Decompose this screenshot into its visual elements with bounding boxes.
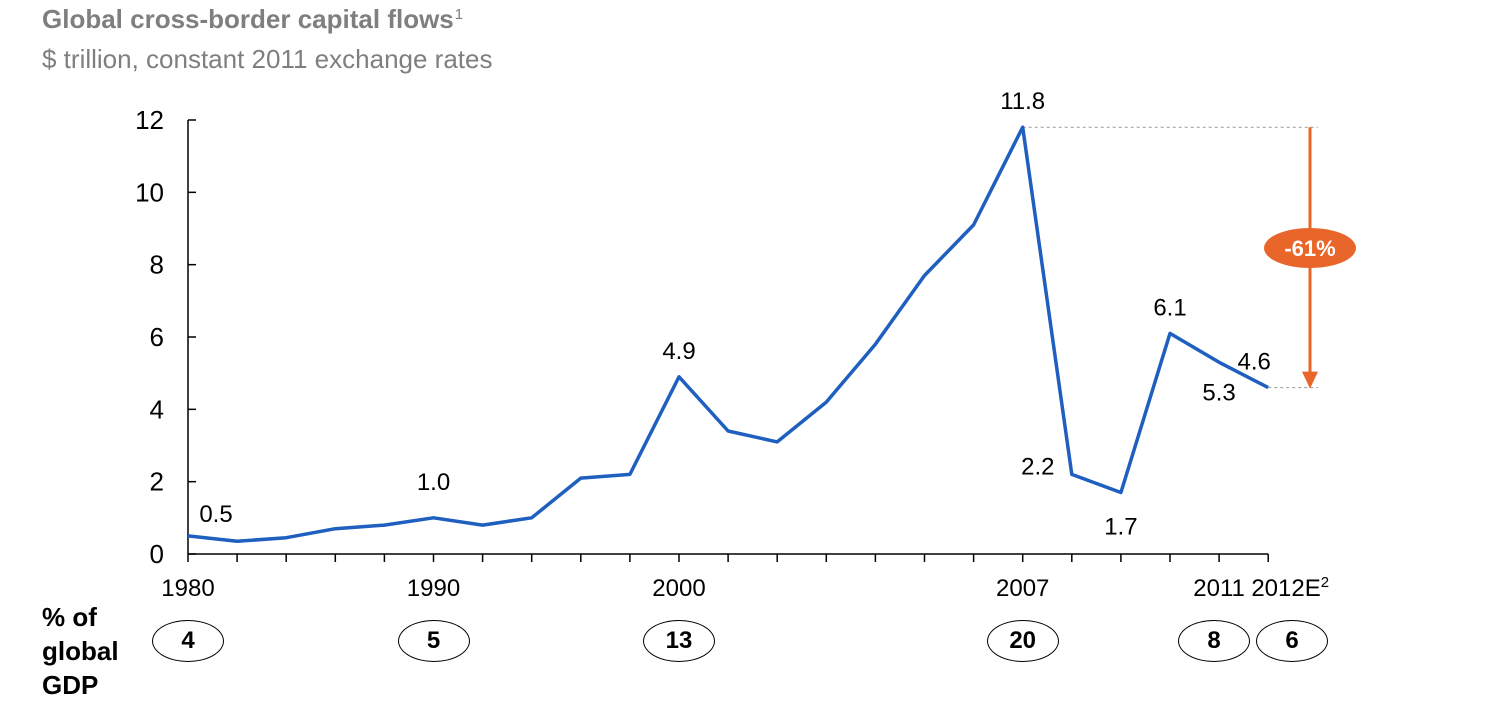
x-tick-label-2: 2000	[652, 575, 705, 600]
data-label-6: 6.1	[1153, 294, 1186, 321]
data-label-0: 0.5	[199, 501, 232, 528]
y-tick-label-2: 4	[150, 394, 164, 424]
data-label-2: 4.9	[662, 338, 695, 365]
chart-title: Global cross-border capital flows1	[42, 4, 464, 34]
y-tick-label-5: 10	[135, 177, 164, 207]
gdp-badge-0: 4	[152, 620, 224, 662]
data-label-8: 4.6	[1238, 349, 1271, 376]
gdp-row-label: % of global GDP	[42, 600, 119, 702]
line-chart: 0 2 4 6 8 10 12 1980 1990 2000 2007 2011 2012E2 0.5 1.…	[135, 88, 1356, 600]
x-tick-label-3: 2007	[996, 575, 1049, 600]
y-tick-label-0: 0	[150, 539, 164, 569]
y-tick-label-4: 8	[150, 250, 164, 280]
gdp-badge-3: 20	[986, 620, 1059, 662]
y-tick-label-1: 2	[150, 467, 164, 497]
gdp-badge-row: 4 5 13 20 8 6	[0, 620, 1500, 668]
data-label-3: 11.8	[1000, 88, 1045, 115]
gdp-badge-5: 6	[1256, 620, 1328, 662]
gdp-badge-2: 13	[643, 620, 715, 662]
x-tick-label-0: 1980	[161, 575, 214, 600]
chart-subtitle: $ trillion, constant 2011 exchange rates	[42, 44, 493, 74]
gdp-label-line-3: GDP	[42, 670, 99, 700]
gdp-label-line-2: global	[42, 636, 119, 666]
data-label-1: 1.0	[417, 469, 450, 496]
gdp-badge-4: 8	[1178, 620, 1250, 662]
title-footnote: 1	[454, 6, 464, 23]
change-arrow-head	[1302, 371, 1318, 389]
change-badge-label: -61%	[1284, 236, 1335, 261]
gdp-label-line-1: % of	[42, 602, 97, 632]
x-tick-label-5: 2012E2	[1251, 574, 1329, 600]
data-label-5: 1.7	[1104, 514, 1137, 541]
data-label-4: 2.2	[1021, 453, 1054, 480]
change-badge	[1264, 228, 1356, 268]
series-line	[187, 125, 1270, 544]
y-tick-label-6: 12	[135, 105, 164, 135]
x-tick-label-1: 1990	[407, 575, 460, 600]
x-tick-label-4: 2011	[1193, 575, 1245, 600]
data-label-7: 5.3	[1202, 379, 1235, 406]
y-tick-label-3: 6	[150, 322, 164, 352]
gdp-badge-1: 5	[397, 620, 470, 662]
x-tick-footnote: 2	[1321, 574, 1329, 591]
